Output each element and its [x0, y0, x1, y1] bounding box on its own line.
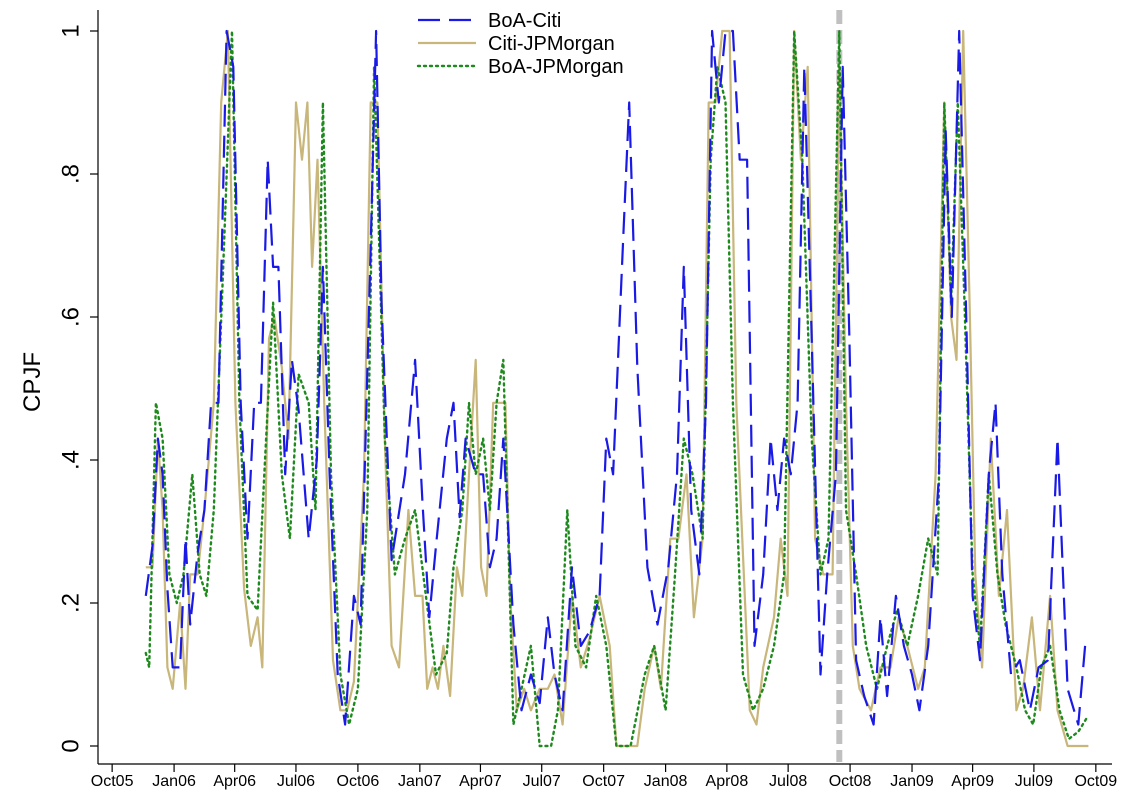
y-axis-title: CPJF [19, 352, 46, 412]
x-tick-label: Oct06 [337, 773, 380, 790]
x-tick-label: Oct08 [829, 773, 872, 790]
x-tick-label: Jan09 [890, 773, 934, 790]
x-tick-label: Apr08 [706, 773, 749, 790]
y-tick-label: 1 [57, 24, 84, 37]
x-tick-label: Apr06 [213, 773, 256, 790]
x-tick-label: Apr07 [459, 773, 502, 790]
x-tick-label: Jan06 [152, 773, 196, 790]
x-tick-label: Jul09 [1015, 773, 1053, 790]
legend-label: Citi-JPMorgan [488, 33, 615, 55]
legend-label: BoA-Citi [488, 10, 561, 32]
x-tick-label: Oct05 [91, 773, 134, 790]
plot-area [144, 10, 1089, 762]
x-tick-label: Apr09 [951, 773, 994, 790]
y-tick-label: .4 [57, 450, 84, 470]
x-tick-label: Jul07 [523, 773, 561, 790]
x-tick-label: Jan07 [398, 773, 442, 790]
series-line-boa-citi [144, 29, 1087, 726]
x-axis-ticks: Oct05 Jan06 Apr06 Jul06 Oct06 Jan07 Apr07 Jul07… [91, 764, 1117, 790]
x-tick-label: Oct09 [1074, 773, 1117, 790]
x-tick-label: Oct07 [582, 773, 625, 790]
y-axis-ticks: 0 .2 .4 .6 .8 1 [57, 24, 98, 753]
legend-label: BoA-JPMorgan [488, 56, 624, 78]
y-tick-label: 0 [57, 739, 84, 752]
x-tick-label: Jul06 [277, 773, 315, 790]
x-tick-label: Jul08 [769, 773, 807, 790]
y-tick-label: .2 [57, 593, 84, 613]
y-tick-label: .8 [57, 164, 84, 184]
x-tick-label: Jan08 [644, 773, 688, 790]
y-tick-label: .6 [57, 307, 84, 327]
